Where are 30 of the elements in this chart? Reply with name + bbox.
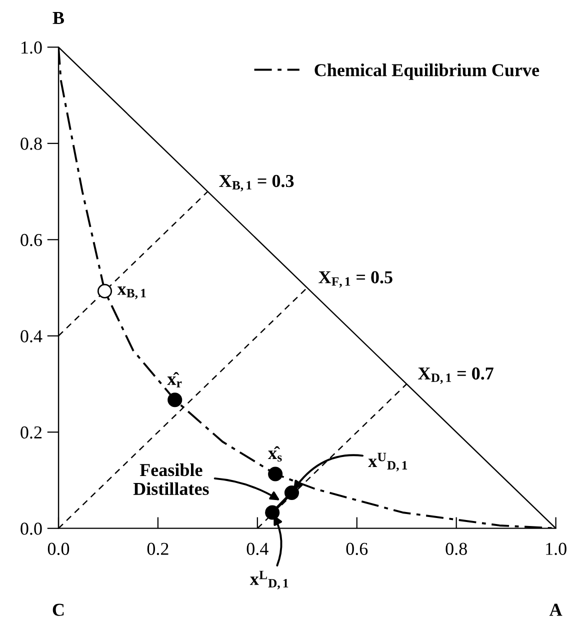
x-tick-label: 0.2 [147,542,168,556]
annotation: x̂$_{s}$ [268,446,282,462]
point [265,505,280,520]
annotation: B [52,12,64,24]
annotation: Feasible Distillates [133,463,209,496]
y-tick-label: 0.4 [20,330,42,342]
annotation: X$_{F,1}$ = 0.5 [318,271,392,288]
text: A [549,604,562,616]
annotation: X$_{B,1}$ = 0.3 [219,174,294,192]
x-tick-label: 0.6 [346,542,368,556]
x-tick-label: 0.8 [446,542,467,556]
annotation: x$^{U}$$_{D,1}$ [368,452,408,472]
annotation: x̂$_{r}$ [167,372,182,388]
x-tick-label: 0.4 [246,542,268,556]
point [284,485,300,500]
x-tick-label: 1.0 [546,542,566,556]
y-tick-label: 0.0 [20,522,42,535]
annotation: x$_{B,1}$ [117,286,146,300]
point [168,392,182,408]
y-tick-label: 0.8 [20,138,42,150]
y-tick-label: 0.6 [20,234,42,246]
annotation: x$^{L}$$_{D,1}$ [250,570,288,590]
y-tick-label: 0.2 [20,426,42,439]
point [268,466,283,482]
text: C [52,604,64,616]
x-tick-label: 0.0 [48,542,70,556]
point [97,284,112,298]
annotation: X$_{D,1}$ = 0.7 [418,367,494,384]
legend-label: Chemical Equilibrium Curve [314,64,540,80]
y-tick-label: 1.0 [22,41,42,54]
